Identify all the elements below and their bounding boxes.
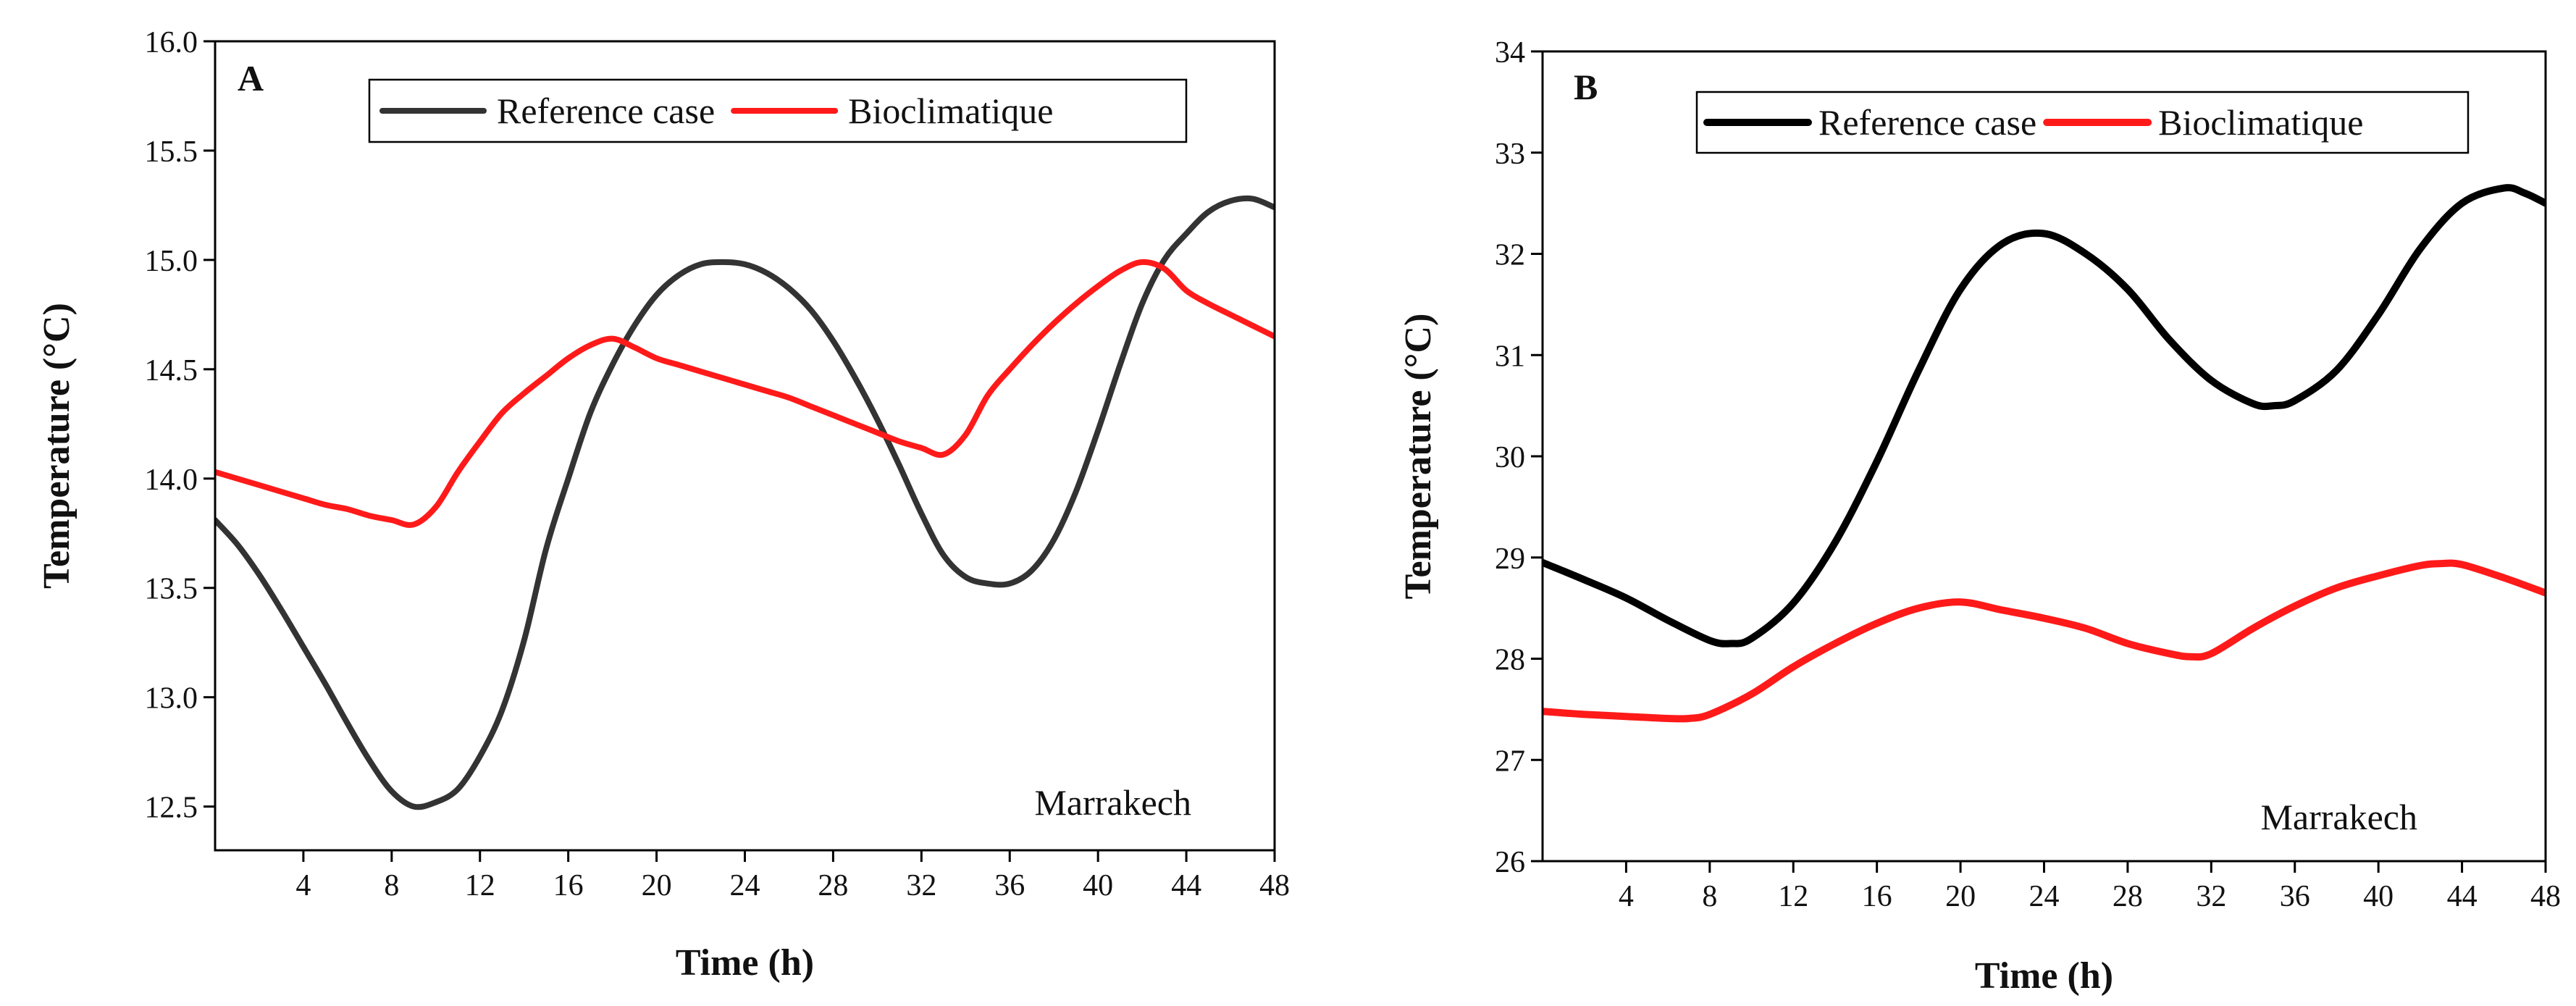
y-axis-title: Temperature (°C) [1398,314,1439,600]
x-tick-label: 36 [2280,880,2310,913]
y-tick-label: 13.5 [145,573,198,606]
y-tick-label: 26 [1495,846,1525,879]
y-tick-label: 27 [1495,745,1525,778]
y-tick-label: 13.0 [145,682,198,716]
x-tick-label: 24 [730,869,760,902]
y-tick-label: 14.5 [145,354,198,387]
legend-label: Reference case [497,91,715,131]
legend: Reference case Bioclimatique [1695,91,2470,154]
legend-label: Reference case [1818,102,2036,143]
legend: Reference case Bioclimatique [368,78,1188,143]
x-tick-label: 8 [384,869,399,902]
panel-letter: B [1574,67,1598,107]
panel-letter: A [238,58,264,98]
x-tick-label: 28 [2113,880,2143,913]
x-tick-label: 8 [1702,880,1717,913]
x-tick-label: 32 [906,869,936,902]
x-tick-label: 16 [553,869,584,902]
x-tick-label: 40 [2363,880,2394,913]
x-tick-label: 44 [1171,869,1201,902]
x-tick-label: 40 [1083,869,1113,902]
x-tick-label: 20 [642,869,672,902]
x-tick-label: 44 [2447,880,2478,913]
legend-label: Bioclimatique [848,91,1053,131]
y-tick-label: 34 [1495,36,1525,70]
x-tick-label: 4 [295,869,311,902]
series-line-bioclimatique [1543,559,2546,723]
x-tick-label: 48 [1259,869,1290,902]
x-tick-label: 12 [1778,880,1808,913]
x-tick-label: 28 [818,869,848,902]
y-tick-label: 14.0 [145,464,198,497]
y-tick-label: 31 [1495,340,1525,373]
y-tick-label: 28 [1495,644,1525,677]
panel-b-chart: 4 8 12 16 20 24 28 32 36 40 44 48262728293031323334… [1398,36,2561,997]
panel-a-chart: 4 8 12 16 20 24 28 32 36 40 44 4812.513.013.514.014… [36,26,1290,984]
x-tick-label: 20 [1945,880,1976,913]
series-line-bioclimatique [215,259,1275,528]
y-tick-label: 32 [1495,239,1525,272]
y-tick-label: 12.5 [145,792,198,825]
y-tick-label: 33 [1495,138,1525,171]
y-tick-label: 15.5 [145,135,198,169]
y-tick-label: 29 [1495,542,1525,576]
x-tick-label: 48 [2530,880,2561,913]
x-axis-title: Time (h) [1975,955,2113,997]
series-line-reference-case [1543,184,2546,647]
x-tick-label: 32 [2196,880,2226,913]
x-tick-label: 12 [465,869,495,902]
series-line-reference-case [215,195,1275,810]
x-tick-label: 4 [1619,880,1634,913]
y-axis-title: Temperature (°C) [36,303,77,589]
x-tick-label: 16 [1862,880,1892,913]
x-tick-label: 24 [2029,880,2060,913]
y-tick-label: 15.0 [145,245,198,278]
legend-label: Bioclimatique [2158,102,2363,143]
location-annotation: Marrakech [2260,797,2417,837]
location-annotation: Marrakech [1034,782,1191,823]
y-tick-label: 30 [1495,441,1525,474]
x-axis-title: Time (h) [676,942,814,984]
y-tick-label: 16.0 [145,26,198,59]
x-tick-label: 36 [994,869,1025,902]
